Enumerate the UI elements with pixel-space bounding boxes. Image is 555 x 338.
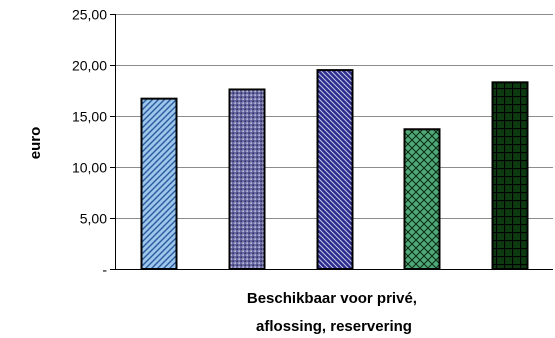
bar-2 [230,89,265,269]
x-axis-title: Beschikbaar voor privé, aflossing, reser… [247,290,421,335]
x-axis-title-line-2: aflossing, reservering [256,318,412,335]
bar-1 [142,99,177,269]
y-tick-label: 15,00 [72,109,107,125]
y-tick-label: 10,00 [72,160,107,176]
bar-4 [405,129,440,269]
bar-5 [493,82,528,269]
bars [142,70,528,269]
y-tick-label: 25,00 [72,7,107,23]
y-axis-ticks: - 5,00 10,00 15,00 20,00 25,00 [72,7,115,278]
y-tick-label: - [102,262,107,278]
x-axis-title-line-1: Beschikbaar voor privé, [247,290,417,307]
bar-3 [318,70,353,269]
y-tick-label: 20,00 [72,58,107,74]
y-tick-label: 5,00 [80,211,107,227]
y-axis-title: euro [27,127,44,160]
